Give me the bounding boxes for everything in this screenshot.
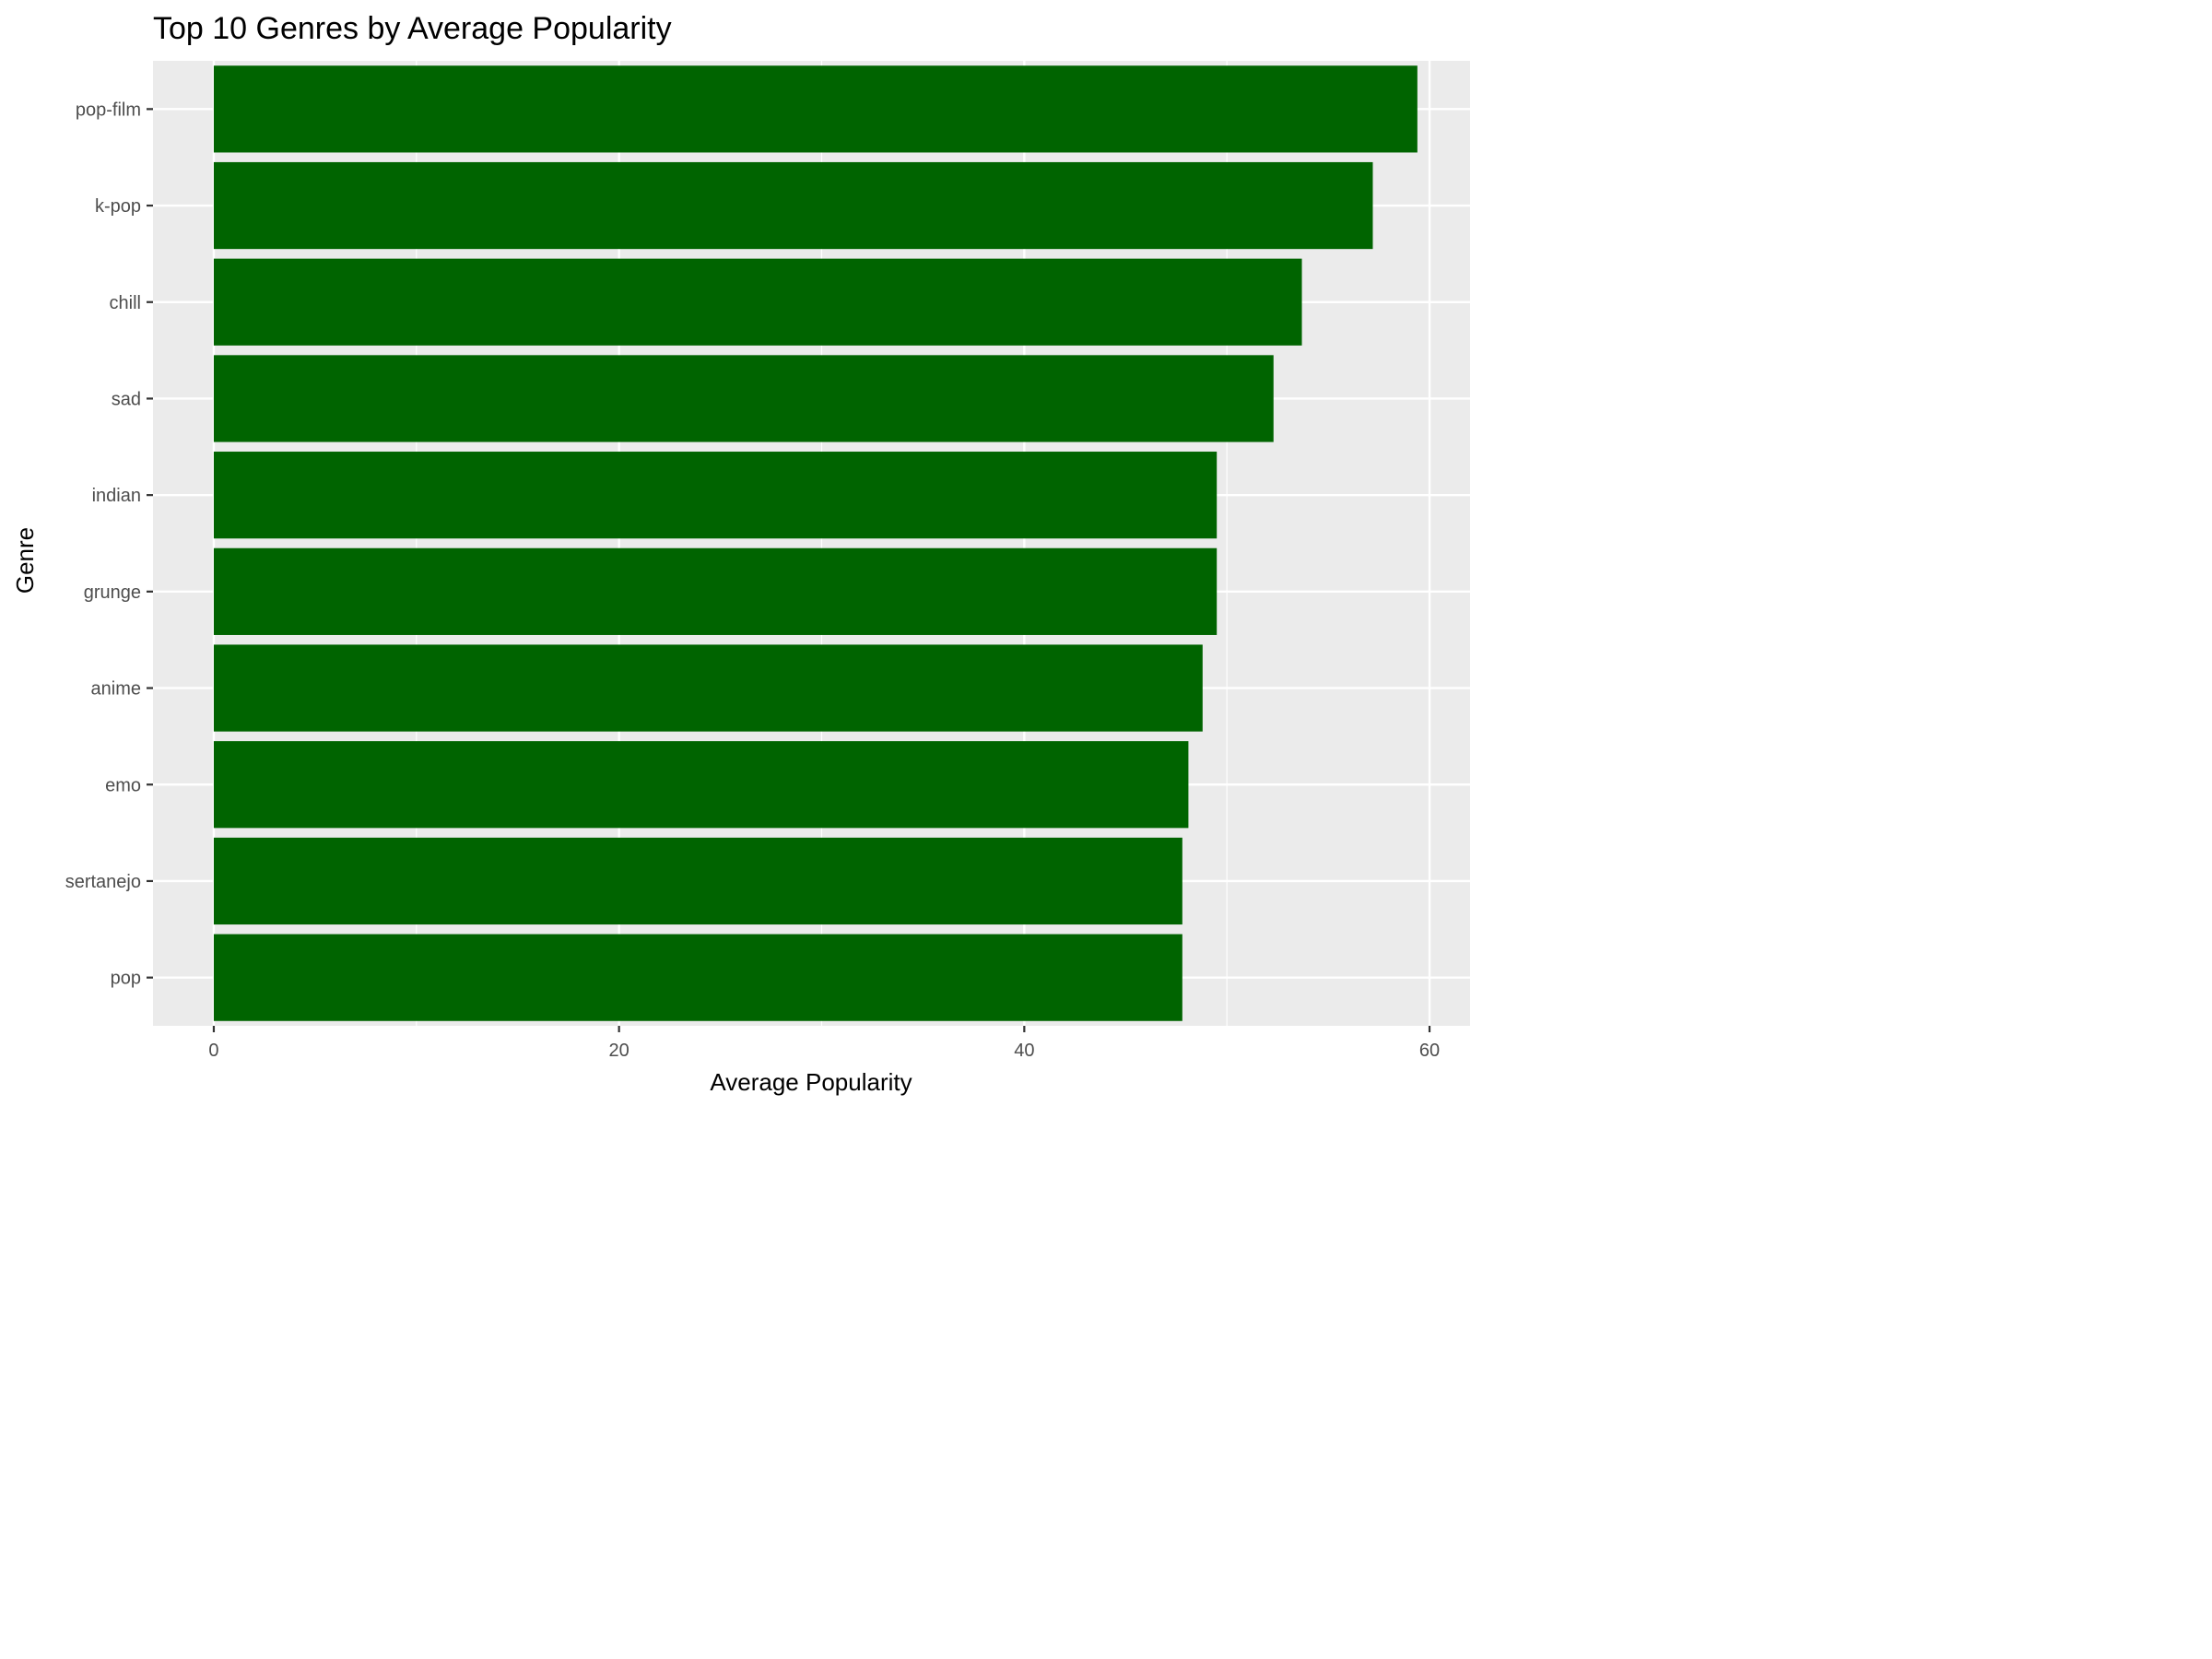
bar-pop	[213, 934, 1182, 1021]
y-tick-label: sad	[112, 389, 141, 409]
bar-indian	[213, 452, 1218, 539]
chart-container: pop-film k-pop chill sad indian grunge anime em…	[0, 0, 1475, 1106]
y-tick-label: pop	[111, 969, 141, 989]
bar-chart: pop-film k-pop chill sad indian grunge anime em…	[0, 0, 1475, 1106]
bar-chill	[213, 258, 1302, 346]
y-tick-label: indian	[92, 486, 141, 506]
bars	[213, 65, 1418, 1021]
y-tick-label: pop-film	[76, 100, 141, 120]
x-tick-label: 0	[208, 1041, 218, 1061]
y-tick-label: k-pop	[95, 196, 141, 217]
y-tick-label: chill	[110, 293, 141, 313]
y-tick-label: anime	[91, 679, 141, 700]
x-tick-label: 40	[1014, 1041, 1034, 1061]
y-axis-title: Genre	[11, 527, 39, 594]
x-tick-label: 60	[1419, 1041, 1440, 1061]
bar-sertanejo	[213, 837, 1182, 925]
chart-title: Top 10 Genres by Average Popularity	[153, 11, 672, 46]
y-tick-label: emo	[105, 775, 141, 795]
x-tick-label: 20	[609, 1041, 629, 1061]
y-axis: pop-film k-pop chill sad indian grunge anime em…	[65, 100, 153, 989]
bar-sad	[213, 355, 1274, 442]
bar-k-pop	[213, 161, 1373, 250]
bar-grunge	[213, 547, 1218, 635]
bar-emo	[213, 741, 1189, 829]
y-tick-label: grunge	[84, 582, 141, 603]
bar-anime	[213, 644, 1203, 732]
x-axis: 0 20 40 60	[208, 1026, 1440, 1061]
y-tick-label: sertanejo	[65, 872, 141, 892]
x-axis-title: Average Popularity	[710, 1068, 912, 1096]
bar-pop-film	[213, 65, 1418, 153]
